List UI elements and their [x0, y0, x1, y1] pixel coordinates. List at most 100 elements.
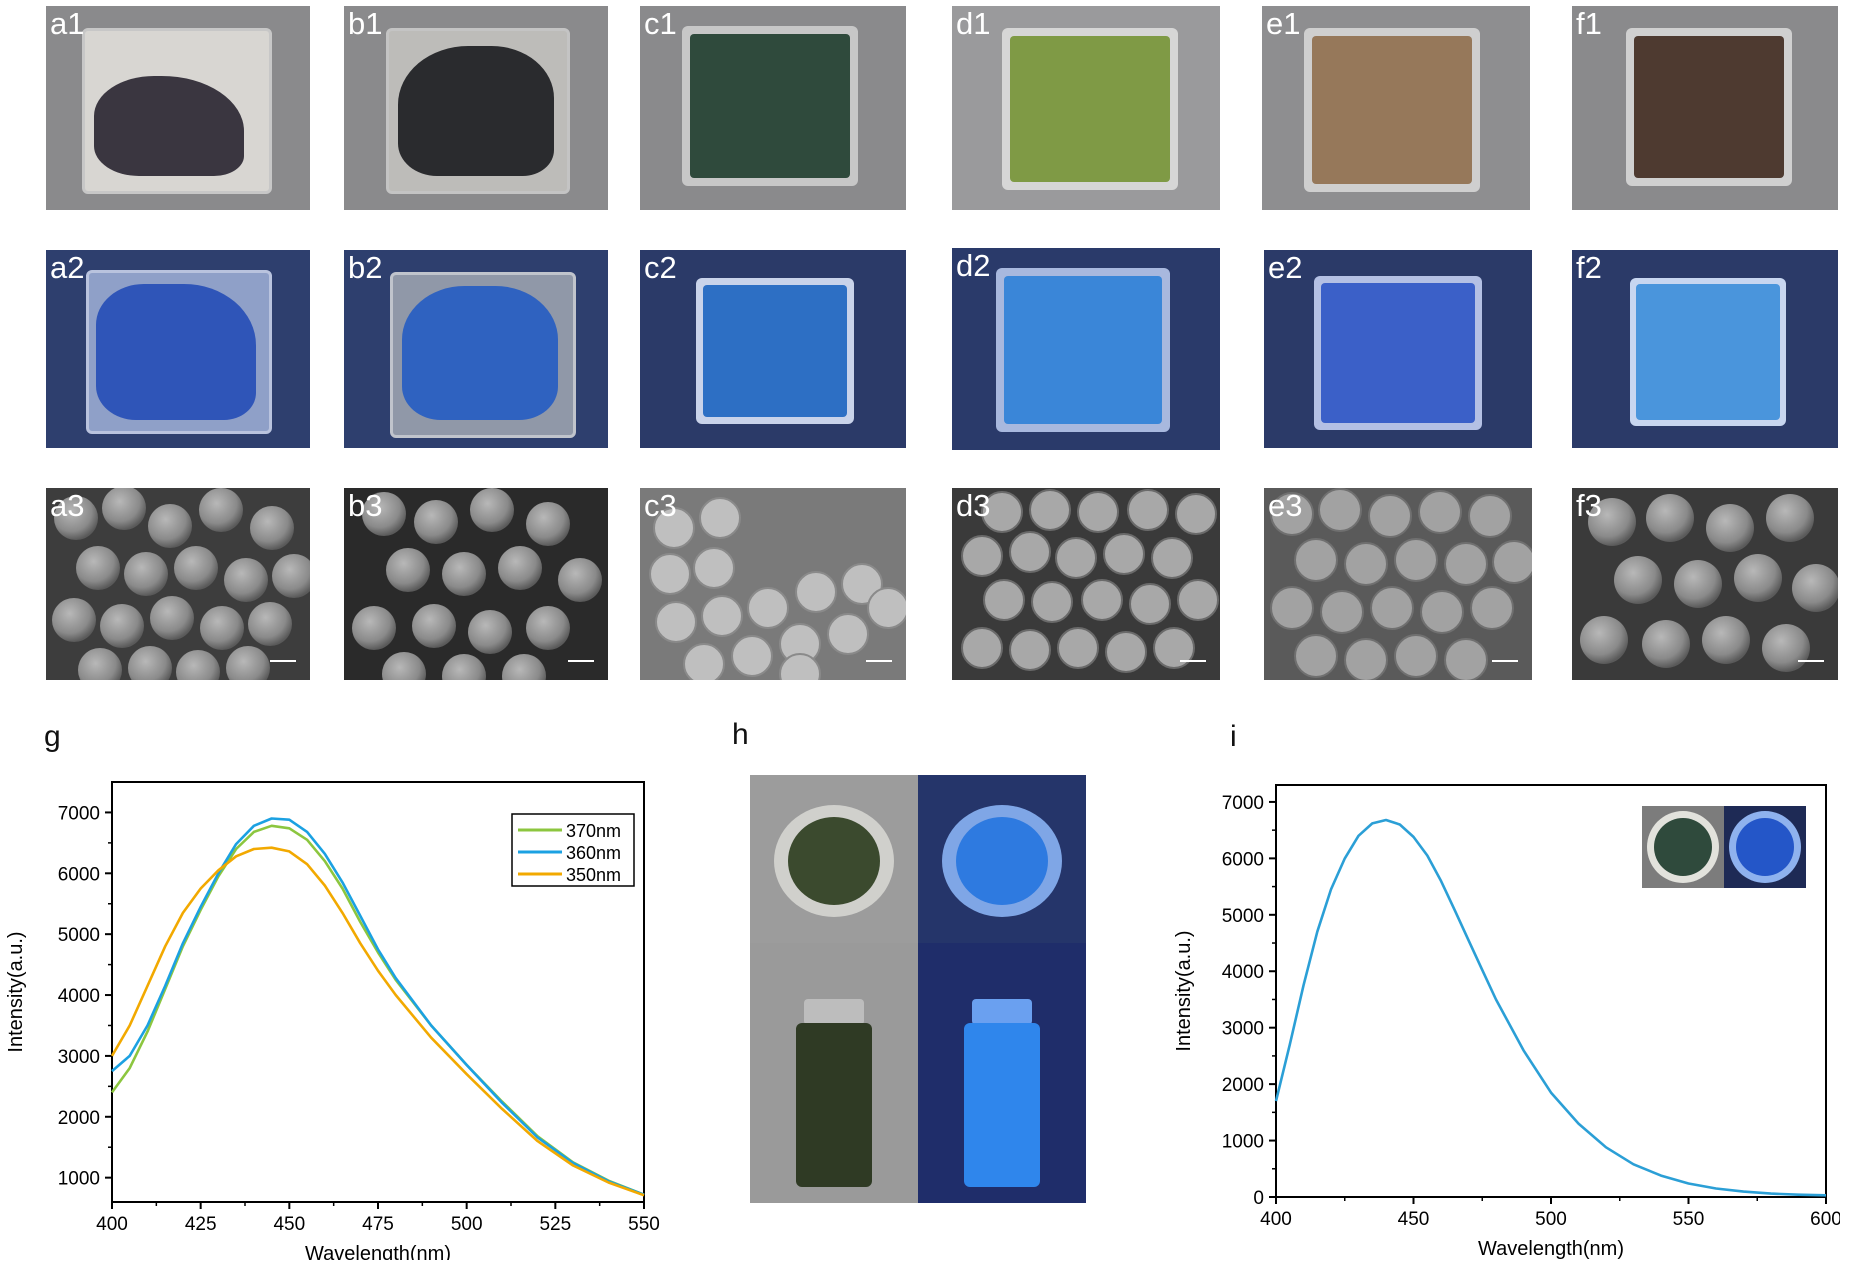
panel-label: d1 [956, 6, 991, 41]
x-axis-label: Wavelength(nm) [1478, 1238, 1624, 1260]
powder [1010, 36, 1170, 182]
panel-label: e1 [1266, 6, 1301, 41]
powder [1321, 283, 1475, 423]
y-tick-label: 4000 [1222, 962, 1264, 983]
series-line-emission [1274, 818, 1827, 1197]
x-tick-label: 550 [628, 1214, 660, 1235]
panel-letter-h: h [732, 718, 749, 751]
powder [1636, 284, 1780, 420]
chart-g: 400 425 450 475 500 525 550 1000 2000 3000 4000 500… [5, 781, 660, 1260]
x-tick-label: 450 [273, 1214, 305, 1235]
series-line-360nm [111, 817, 645, 1196]
panel-label: a3 [50, 488, 85, 523]
panel-label: f3 [1576, 488, 1602, 523]
photo-c2: c2 [640, 250, 906, 448]
photo-b2: b2 [344, 250, 608, 448]
y-axis-label: Intensity(a.u.) [5, 931, 27, 1052]
photo-e1: e1 [1262, 6, 1530, 210]
x-tick-label: 500 [451, 1214, 483, 1235]
panel-label: a1 [50, 6, 85, 41]
vial-body [964, 1023, 1040, 1187]
panel-letter-g: g [44, 720, 61, 753]
sem-spheres [1580, 494, 1838, 672]
photo-e2: e2 [1264, 250, 1532, 448]
liquid [788, 817, 880, 905]
photo-b1: b1 [344, 6, 608, 210]
panel-label: c2 [644, 250, 677, 285]
photo-f2: f2 [1572, 250, 1838, 448]
inset-uv-pellet [1736, 818, 1794, 876]
x-axis-label: Wavelength(nm) [305, 1243, 451, 1260]
legend-box [511, 813, 635, 887]
panel-label: b2 [348, 250, 383, 285]
x-tick-label: 400 [1260, 1209, 1292, 1230]
x-tick-label: 425 [185, 1214, 217, 1235]
y-tick-label: 7000 [1222, 793, 1264, 814]
sem-spheres [649, 497, 906, 680]
panel-label: b3 [348, 488, 383, 523]
x-tick-label: 550 [1673, 1209, 1705, 1230]
sem-spheres [961, 489, 1219, 673]
sem-f3: f3 [1572, 488, 1838, 680]
x-tick-label: 400 [96, 1214, 128, 1235]
scale-bar [1492, 660, 1518, 662]
y-tick-label: 2000 [1222, 1075, 1264, 1096]
powder [690, 34, 850, 178]
panel-label: e2 [1268, 250, 1303, 285]
scale-bar [866, 660, 892, 662]
scale-bar [1180, 660, 1206, 662]
panel-label: d3 [956, 488, 991, 523]
powder [1004, 276, 1162, 424]
sem-spheres [1270, 488, 1532, 680]
x-tick-label: 450 [1398, 1209, 1430, 1230]
y-tick-label: 6000 [1222, 849, 1264, 870]
sem-a3: a3 [46, 488, 310, 680]
vial-body [796, 1023, 872, 1187]
panel-letter-i: i [1230, 720, 1237, 753]
panel-label: a2 [50, 250, 85, 285]
powder [402, 286, 558, 420]
x-tick-label: 500 [1535, 1209, 1567, 1230]
y-axis-label: Intensity(a.u.) [1173, 930, 1195, 1051]
sem-d3: d3 [952, 488, 1220, 680]
vial-neck [804, 999, 864, 1025]
powder [1634, 36, 1784, 178]
x-tick-label: 475 [362, 1214, 394, 1235]
x-tick-label: 600 [1810, 1209, 1840, 1230]
panel-label: c1 [644, 6, 677, 41]
powder [703, 285, 847, 417]
powder [398, 46, 554, 176]
panel-label: e3 [1268, 488, 1303, 523]
legend-label-360nm: 360nm [566, 843, 621, 863]
powder [94, 76, 244, 176]
photo-a2: a2 [46, 250, 310, 448]
x-tick-label: 525 [539, 1214, 571, 1235]
photo-c1: c1 [640, 6, 906, 210]
photo-d1: d1 [952, 6, 1220, 210]
panel-label: d2 [956, 248, 991, 283]
y-tick-label: 2000 [58, 1108, 100, 1129]
photo-a1: a1 [46, 6, 310, 210]
powder [96, 284, 256, 420]
y-tick-label: 0 [1253, 1188, 1264, 1209]
vial-neck [972, 999, 1032, 1025]
inset-daylight-pellet [1654, 818, 1712, 876]
scale-bar [270, 660, 296, 662]
y-tick-label: 3000 [1222, 1019, 1264, 1040]
scale-bar [568, 660, 594, 662]
sem-spheres [52, 488, 310, 680]
y-tick-label: 5000 [1222, 906, 1264, 927]
vial-daylight [750, 943, 918, 1203]
sem-e3: e3 [1264, 488, 1532, 680]
beaker-daylight [750, 775, 918, 943]
panel-label: f2 [1576, 250, 1602, 285]
y-tick-label: 1000 [58, 1169, 100, 1190]
y-tick-label: 6000 [58, 864, 100, 885]
y-tick-label: 3000 [58, 1047, 100, 1068]
beaker-uv [918, 775, 1086, 943]
sem-b3: b3 [344, 488, 608, 680]
sem-spheres [352, 488, 602, 680]
liquid [956, 817, 1048, 905]
y-tick-label: 1000 [1222, 1132, 1264, 1153]
photo-d2: d2 [952, 248, 1220, 450]
